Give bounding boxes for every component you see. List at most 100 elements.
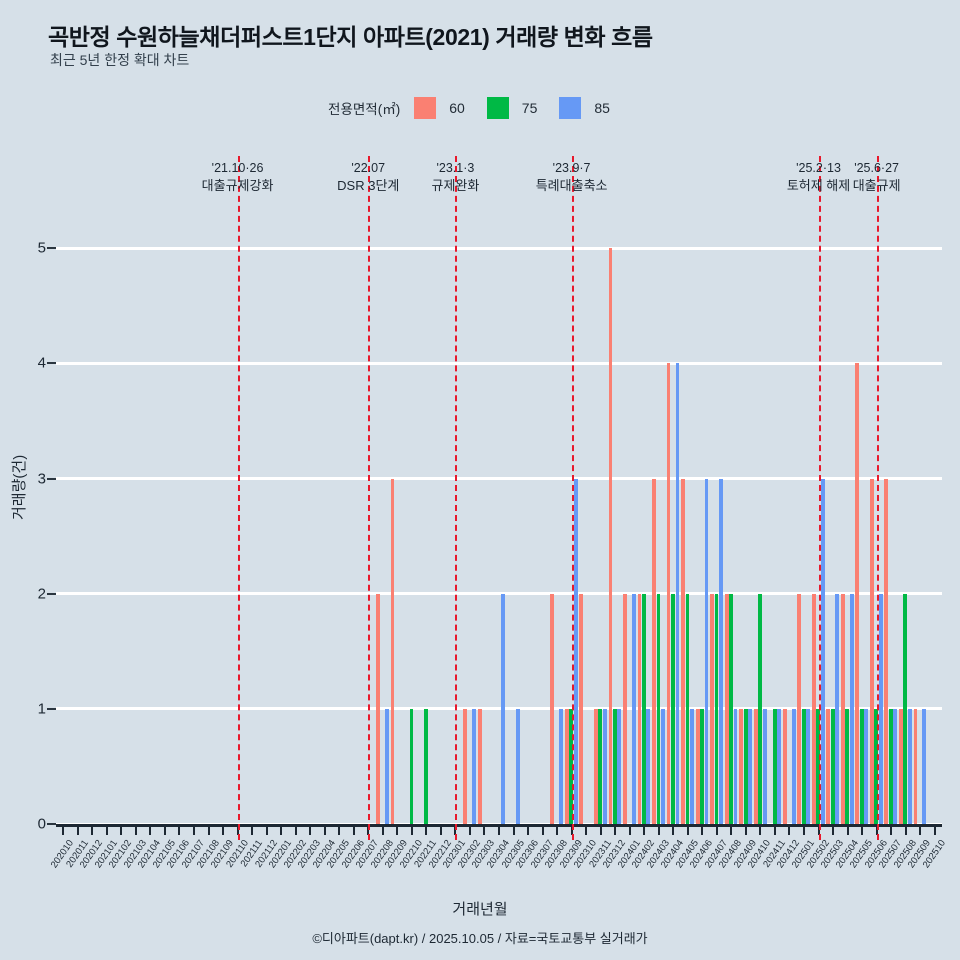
bar-202303-60[interactable]	[477, 708, 482, 824]
bar-202311-85[interactable]	[602, 708, 607, 824]
bar-202401-60[interactable]	[623, 593, 627, 824]
bar-202406-85[interactable]	[704, 478, 709, 824]
bar-202305-85[interactable]	[515, 708, 520, 824]
event-description: 규제완화	[431, 177, 480, 193]
bar-202507-85[interactable]	[893, 708, 898, 824]
bar-202407-60[interactable]	[710, 593, 715, 824]
event-date: '22.07	[351, 161, 386, 175]
bar-202312-75[interactable]	[612, 708, 617, 824]
bar-202503-75[interactable]	[830, 708, 835, 824]
bar-202411-75[interactable]	[772, 708, 777, 824]
x-axis-tick	[120, 824, 123, 835]
bar-202502-60[interactable]	[811, 593, 816, 824]
bar-202507-60[interactable]	[884, 478, 889, 824]
event-description: DSR 3단계	[337, 177, 400, 193]
bar-202211-75[interactable]	[424, 708, 428, 824]
bar-202503-85[interactable]	[835, 593, 840, 824]
bar-202309-85[interactable]	[573, 478, 578, 824]
bar-202508-75[interactable]	[903, 593, 908, 824]
bar-202408-60[interactable]	[724, 593, 729, 824]
bar-202507-75[interactable]	[888, 708, 893, 824]
bar-202407-75[interactable]	[714, 593, 719, 824]
x-axis-tick	[701, 824, 704, 835]
legend-label-85: 85	[594, 100, 610, 116]
bar-202505-85[interactable]	[864, 708, 869, 824]
bar-202405-60[interactable]	[681, 478, 685, 824]
bar-202412-85[interactable]	[791, 708, 796, 824]
bar-202209-60[interactable]	[390, 478, 395, 824]
bar-202309-60[interactable]	[564, 708, 569, 824]
bar-202403-75[interactable]	[656, 593, 661, 824]
x-axis-tick	[759, 824, 762, 835]
bar-202403-85[interactable]	[660, 708, 665, 824]
bar-202501-60[interactable]	[797, 593, 802, 824]
bar-202405-85[interactable]	[690, 708, 694, 824]
bar-202311-75[interactable]	[598, 708, 603, 824]
bar-202407-85[interactable]	[719, 478, 723, 824]
bar-202403-60[interactable]	[652, 478, 656, 824]
bar-202410-85[interactable]	[762, 708, 767, 824]
bar-202311-60[interactable]	[593, 708, 598, 824]
x-axis-tick	[251, 824, 254, 835]
bar-202402-60[interactable]	[637, 593, 642, 824]
legend-item-60[interactable]: 60	[414, 97, 465, 119]
bar-202406-75[interactable]	[700, 708, 704, 824]
bar-202508-60[interactable]	[899, 708, 903, 824]
x-axis-tick	[425, 824, 428, 835]
bar-202501-75[interactable]	[801, 708, 806, 824]
x-axis-tick	[527, 824, 530, 835]
bar-202409-85[interactable]	[748, 708, 752, 824]
bar-202208-85[interactable]	[385, 708, 389, 824]
bar-202410-60[interactable]	[753, 708, 758, 824]
bar-202501-85[interactable]	[806, 708, 811, 824]
bar-202312-60[interactable]	[608, 248, 613, 824]
bar-202502-75[interactable]	[816, 708, 821, 824]
bar-202409-75[interactable]	[743, 708, 748, 824]
bar-202312-85[interactable]	[617, 708, 622, 824]
bar-202505-60[interactable]	[855, 363, 860, 824]
legend-item-75[interactable]: 75	[486, 97, 537, 119]
bar-202504-75[interactable]	[845, 708, 850, 824]
bar-202509-85[interactable]	[922, 708, 927, 824]
bar-202304-85[interactable]	[501, 593, 506, 824]
bar-202509-60[interactable]	[913, 708, 918, 824]
bar-202408-75[interactable]	[729, 593, 733, 824]
bar-202504-85[interactable]	[849, 593, 854, 824]
bar-202404-60[interactable]	[666, 363, 671, 824]
x-axis-tick	[207, 824, 210, 835]
bar-202309-75[interactable]	[569, 708, 574, 824]
x-axis-tick	[149, 824, 152, 835]
bar-202310-60[interactable]	[579, 593, 584, 824]
bar-202506-60[interactable]	[869, 478, 874, 824]
bar-202502-85[interactable]	[820, 478, 825, 824]
bar-202402-75[interactable]	[642, 593, 646, 824]
bar-202404-85[interactable]	[675, 363, 680, 824]
bar-202308-60[interactable]	[550, 593, 555, 824]
x-axis-tick	[919, 824, 922, 835]
bar-202401-85[interactable]	[631, 593, 636, 824]
bar-202504-60[interactable]	[840, 593, 845, 824]
bar-202404-75[interactable]	[671, 593, 675, 824]
bar-202210-75[interactable]	[409, 708, 414, 824]
bar-202412-60[interactable]	[782, 708, 787, 824]
bar-202406-60[interactable]	[695, 708, 700, 824]
bar-202402-85[interactable]	[646, 708, 651, 824]
bar-202503-60[interactable]	[826, 708, 831, 824]
bar-202405-75[interactable]	[685, 593, 690, 824]
bar-202508-85[interactable]	[907, 708, 912, 824]
bar-202505-75[interactable]	[859, 708, 864, 824]
bar-202506-85[interactable]	[878, 593, 883, 824]
x-axis-tick	[468, 824, 471, 835]
legend-item-85[interactable]: 85	[559, 97, 610, 119]
bar-202302-60[interactable]	[463, 708, 468, 824]
bar-202410-75[interactable]	[758, 593, 763, 824]
x-axis-tick	[585, 824, 588, 835]
bar-202308-85[interactable]	[559, 708, 564, 824]
bar-202409-60[interactable]	[739, 708, 744, 824]
bar-202408-85[interactable]	[733, 708, 738, 824]
bar-202506-75[interactable]	[874, 708, 879, 824]
legend-label-60: 60	[449, 100, 465, 116]
bar-202208-60[interactable]	[376, 593, 380, 824]
bar-202411-85[interactable]	[777, 708, 782, 824]
bar-202302-85[interactable]	[472, 708, 477, 824]
